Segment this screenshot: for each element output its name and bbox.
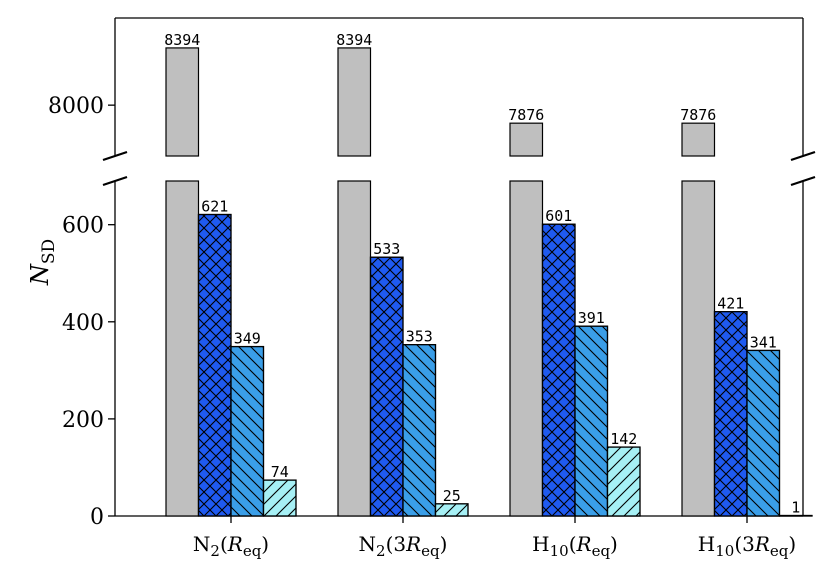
bar-series-1-cat-3-upper [509, 122, 544, 157]
value-label-series-4-cat-4: 1 [791, 499, 800, 517]
bars-group [165, 47, 813, 517]
y-tick-label-200: 200 [62, 408, 104, 433]
bar-series-1-cat-4-lower [681, 180, 716, 517]
y-tick-label-400: 400 [62, 311, 104, 336]
value-label-series-2-cat-1: 621 [201, 198, 228, 216]
bar-series-3-cat-3-hatch [574, 325, 609, 517]
bar-series-3-cat-1-hatch [230, 345, 265, 517]
x-ticks-group: N2(Req) N2(3Req) H10(Req) H10(3Req) [193, 516, 796, 560]
x-tick-label-4: H10(3Req) [698, 532, 796, 560]
bar-series-4-cat-1-hatch [262, 479, 297, 517]
value-label-series-3-cat-2: 353 [406, 328, 433, 346]
bar-series-3-cat-4-hatch [746, 349, 781, 517]
y-axis-label: NSD [26, 239, 59, 286]
x-tick-label-2: N2(3Req) [359, 532, 448, 560]
value-label-series-4-cat-2: 25 [443, 487, 461, 505]
value-label-series-1-cat-3: 7876 [508, 106, 544, 124]
value-label-series-2-cat-4: 421 [717, 295, 744, 313]
break-mark-lower-left [102, 175, 128, 187]
bar-series-2-cat-3-hatch [541, 223, 576, 517]
bar-series-1-cat-3-lower [509, 180, 544, 517]
value-label-series-2-cat-2: 533 [373, 240, 400, 258]
value-label-series-4-cat-1: 74 [271, 463, 289, 481]
break-mark-lower-right [790, 175, 816, 187]
value-label-series-3-cat-3: 391 [578, 309, 605, 327]
value-label-series-1-cat-4: 7876 [680, 106, 716, 124]
value-labels-group: 8394 8394 7876 7876 621 533 601 421 349 353 391 341… [164, 31, 800, 517]
y-ticks-group: 0 200 400 600 8000 [48, 94, 115, 530]
value-label-series-3-cat-1: 349 [234, 330, 261, 348]
bar-series-1-cat-2-upper [337, 47, 372, 157]
value-label-series-1-cat-1: 8394 [164, 31, 200, 49]
break-mark-upper-left [102, 150, 128, 162]
bar-series-1-cat-1-lower [165, 180, 200, 517]
bar-series-1-cat-4-upper [681, 122, 716, 157]
bar-series-1-cat-1-upper [165, 47, 200, 157]
bar-series-3-cat-2-hatch [402, 344, 437, 517]
value-label-series-1-cat-2: 8394 [336, 31, 372, 49]
value-label-series-3-cat-4: 341 [750, 333, 777, 351]
y-tick-label-0: 0 [90, 505, 104, 530]
bar-series-1-cat-2-lower [337, 180, 372, 517]
x-tick-label-1: N2(Req) [193, 532, 269, 560]
bar-series-4-cat-3-hatch [606, 446, 641, 517]
value-label-series-2-cat-3: 601 [545, 207, 572, 225]
y-tick-label-8000: 8000 [48, 94, 104, 119]
bar-series-2-cat-2-hatch [369, 256, 404, 517]
bar-series-2-cat-4-hatch [713, 311, 748, 517]
value-label-series-4-cat-3: 142 [610, 430, 637, 448]
break-mark-upper-right [790, 150, 816, 162]
y-tick-label-600: 600 [62, 214, 104, 239]
x-tick-label-3: H10(Req) [532, 532, 618, 560]
bar-series-2-cat-1-hatch [197, 213, 232, 517]
axis-break-marks [102, 150, 816, 187]
bar-series-4-cat-2-hatch [434, 503, 469, 517]
